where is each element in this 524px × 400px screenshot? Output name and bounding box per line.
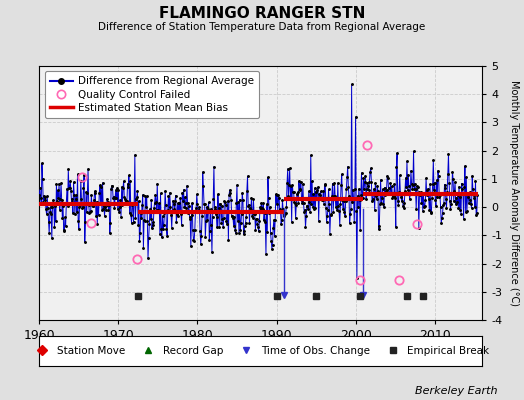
Legend: Station Move, Record Gap, Time of Obs. Change, Empirical Break: Station Move, Record Gap, Time of Obs. C… xyxy=(28,342,494,360)
Text: FLAMINGO RANGER STN: FLAMINGO RANGER STN xyxy=(159,6,365,21)
Text: Berkeley Earth: Berkeley Earth xyxy=(416,386,498,396)
Legend: Difference from Regional Average, Quality Control Failed, Estimated Station Mean: Difference from Regional Average, Qualit… xyxy=(45,71,259,118)
Text: Difference of Station Temperature Data from Regional Average: Difference of Station Temperature Data f… xyxy=(99,22,425,32)
Y-axis label: Monthly Temperature Anomaly Difference (°C): Monthly Temperature Anomaly Difference (… xyxy=(509,80,519,306)
